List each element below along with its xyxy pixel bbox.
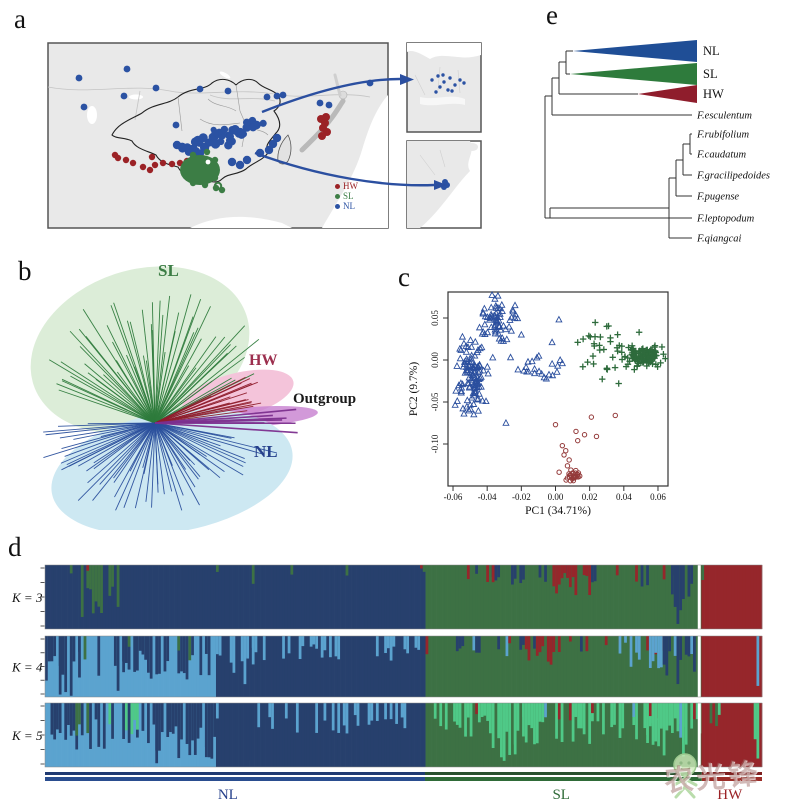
fan-SL [49, 294, 260, 424]
admixture-row-5 [44, 702, 763, 768]
legend-item-sl: SL [335, 191, 358, 201]
nl-dot-icon [335, 203, 340, 209]
svg-text:NL: NL [218, 787, 238, 803]
inset-arrows [254, 74, 447, 190]
svg-text:HW: HW [717, 787, 743, 803]
panel-label-e: e [546, 0, 558, 30]
svg-text:F.caudatum: F.caudatum [696, 150, 747, 161]
fan-NL [43, 422, 277, 511]
svg-text:-0.04: -0.04 [478, 492, 497, 502]
svg-text:F.esculentum: F.esculentum [696, 111, 752, 122]
sl-dot-icon [335, 193, 340, 199]
pca-plot-svg: -0.06 -0.04 -0.02 0.00 0.02 0.04 0.06 0.05 0.00 -… [408, 291, 669, 517]
legend-item-hw: HW [335, 181, 358, 191]
sampling-dots [75, 65, 374, 194]
map-inset-europe [406, 42, 482, 133]
svg-text:0.04: 0.04 [616, 492, 632, 502]
pca-points-SL [574, 319, 669, 387]
legend-label: HW [343, 181, 358, 191]
clade-label-hw: HW [249, 352, 278, 369]
admixture-row-4 [44, 635, 763, 698]
svg-text:F.qiangcai: F.qiangcai [696, 234, 742, 245]
legend-label: NL [343, 201, 355, 211]
svg-text:0.02: 0.02 [582, 492, 598, 502]
map-legend: HW SL NL [335, 181, 358, 211]
svg-text:K = 3: K = 3 [11, 590, 43, 605]
panel-label-a: a [14, 4, 26, 34]
clade-label-nl: NL [254, 442, 278, 461]
svg-text:-0.10: -0.10 [430, 434, 440, 453]
svg-text:F.gracilipedoides: F.gracilipedoides [696, 171, 770, 182]
svg-text:HW: HW [703, 87, 724, 101]
admixture-plot-svg: K = 3 K = 4 K = 5 NL SL HW [11, 564, 763, 803]
svg-text:0.00: 0.00 [430, 352, 440, 368]
svg-text:-0.06: -0.06 [444, 492, 463, 502]
svg-text:F.leptopodum: F.leptopodum [696, 214, 755, 225]
panel-label-b: b [18, 256, 32, 286]
svg-text:NL: NL [703, 44, 720, 58]
legend-item-nl: NL [335, 201, 358, 211]
svg-text:-0.02: -0.02 [512, 492, 531, 502]
svg-text:0.00: 0.00 [548, 492, 564, 502]
panel-label-d: d [8, 532, 22, 562]
clade-label-sl: SL [158, 261, 179, 280]
panel-label-c: c [398, 262, 410, 292]
sampling-map-svg [47, 42, 482, 229]
pca-points-HW [552, 412, 618, 484]
svg-text:SL: SL [552, 787, 570, 803]
svg-text:0.06: 0.06 [650, 492, 666, 502]
svg-text:PC2 (9.7%): PC2 (9.7%) [408, 362, 420, 416]
fan-HW [154, 376, 262, 424]
svg-text:K = 5: K = 5 [11, 728, 43, 743]
svg-text:0.05: 0.05 [430, 310, 440, 326]
clade-label-outgroup: Outgroup [293, 391, 357, 407]
pca-points-NL [451, 291, 566, 426]
svg-text:F.pugense: F.pugense [696, 192, 739, 203]
svg-text:PC1 (34.71%): PC1 (34.71%) [525, 505, 591, 517]
hw-dot-icon [335, 183, 340, 189]
legend-label: SL [343, 191, 354, 201]
svg-text:SL: SL [703, 67, 718, 81]
svg-text:-0.05: -0.05 [430, 392, 440, 411]
fan-Outgroup [154, 408, 298, 434]
cladogram-svg: NL SL HW F.esculentum F.rubifolium F.caudatum… [544, 40, 770, 245]
admixture-row-3 [44, 564, 763, 630]
unrooted-tree-svg [30, 266, 318, 530]
svg-text:K = 4: K = 4 [11, 660, 43, 675]
svg-text:F.rubifolium: F.rubifolium [696, 130, 749, 141]
